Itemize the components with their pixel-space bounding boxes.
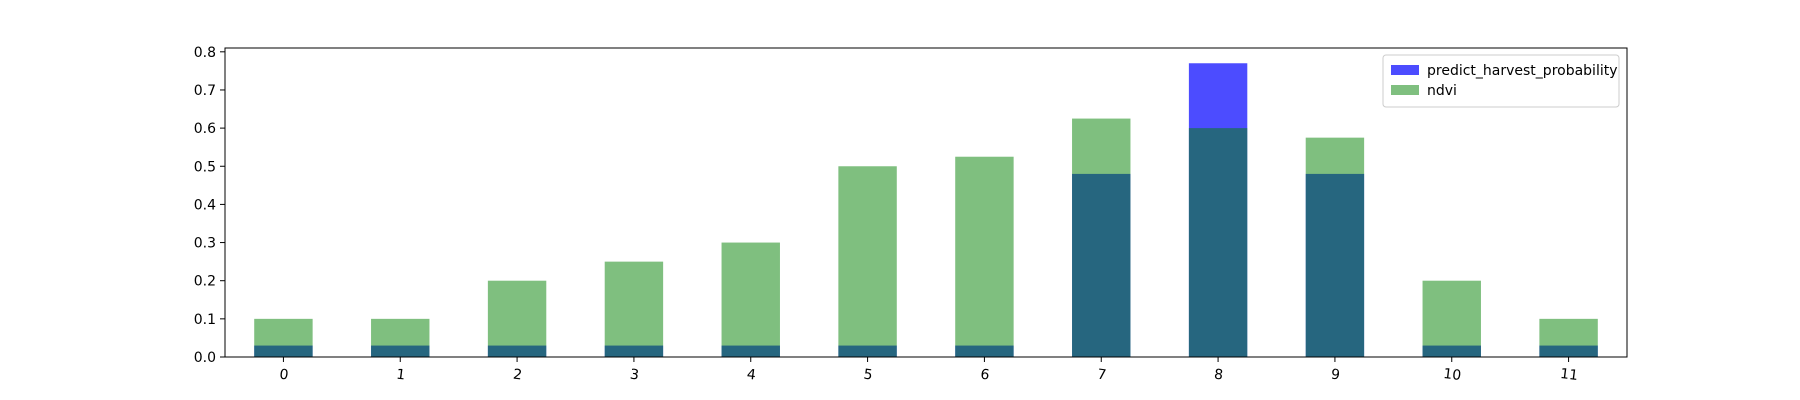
x-axis: 0 1 2 3 4 5 6 7 8 9 10 11 (279, 357, 1579, 384)
x-tick-label: 0 (279, 367, 290, 384)
x-tick-label: 5 (863, 367, 874, 384)
x-tick-label: 8 (1213, 367, 1224, 384)
y-tick-label: 0.5 (194, 159, 216, 175)
bar-ndvi-5 (838, 166, 897, 357)
x-tick-label: 2 (512, 367, 523, 384)
x-tick-label: 1 (395, 367, 406, 384)
y-tick-label: 0.4 (194, 197, 216, 213)
y-tick-label: 0.0 (194, 350, 216, 366)
y-tick-label: 0.8 (194, 45, 216, 61)
plot-frame (224, 47, 1628, 358)
bar-ndvi-0 (254, 318, 313, 357)
bar-ndvi-9 (1305, 137, 1365, 357)
x-tick-label: 10 (1442, 366, 1462, 384)
legend-label: predict_harvest_probability (1427, 63, 1618, 79)
bar-ndvi-6 (955, 156, 1014, 357)
y-axis: 0.0 0.1 0.2 0.3 0.4 0.5 0.6 0.7 0.8 (194, 45, 225, 366)
bar-ndvi-4 (721, 242, 780, 357)
legend-swatch (1391, 85, 1419, 95)
x-tick-label: 3 (629, 367, 640, 384)
legend-swatch (1391, 65, 1419, 75)
bar-ndvi-10 (1422, 280, 1481, 357)
y-tick-label: 0.7 (194, 83, 216, 99)
bar-ndvi-1 (371, 318, 430, 357)
y-tick-label: 0.6 (194, 121, 216, 137)
y-tick-label: 0.2 (194, 274, 216, 290)
legend-box (1382, 54, 1620, 108)
x-tick-label: 7 (1096, 367, 1107, 384)
x-tick-label: 9 (1330, 367, 1341, 384)
bar-ndvi-11 (1539, 318, 1598, 357)
bar-ndvi-8 (1188, 128, 1248, 357)
x-tick-label: 4 (746, 367, 757, 384)
bar-ndvi-3 (604, 261, 664, 357)
legend-label: ndvi (1427, 83, 1457, 99)
y-tick-label: 0.1 (194, 312, 216, 328)
y-tick-label: 0.3 (194, 236, 216, 252)
x-tick-label: 11 (1559, 366, 1579, 384)
bar-ndvi-7 (1072, 118, 1131, 357)
bars-layer (254, 63, 1598, 357)
bar-ndvi-2 (487, 280, 547, 357)
x-tick-label: 6 (980, 367, 991, 384)
